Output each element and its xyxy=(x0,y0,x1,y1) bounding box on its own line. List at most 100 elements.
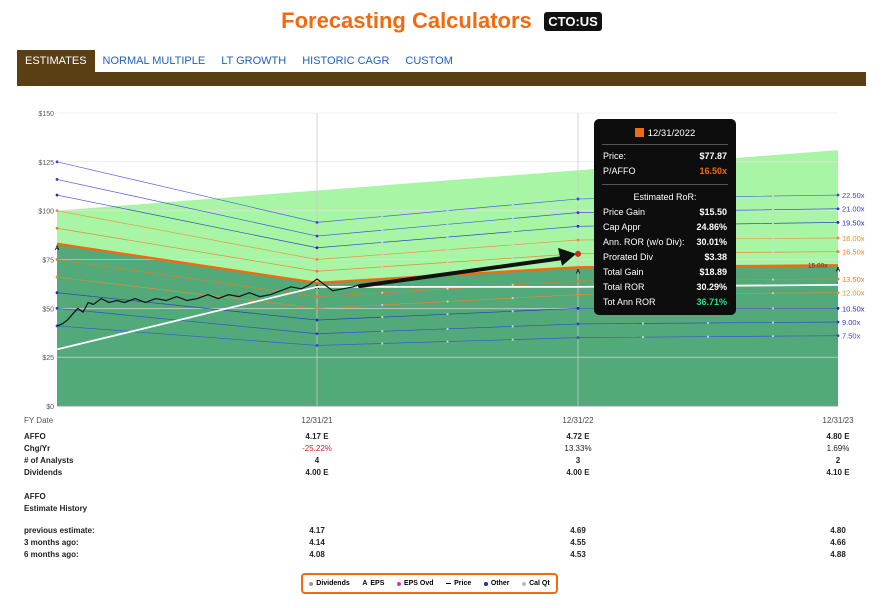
tab-estimates[interactable]: ESTIMATES xyxy=(17,50,95,72)
tab-normal-multiple[interactable]: NORMAL MULTIPLE xyxy=(102,55,206,67)
multiple-point xyxy=(315,234,319,238)
tooltip-row: Cap Appr 24.86% xyxy=(594,220,736,235)
tooltip-date: 12/31/2022 xyxy=(647,128,696,139)
page-title: Forecasting Calculators xyxy=(281,8,532,33)
tooltip-value: $77.87 xyxy=(699,151,727,161)
tooltip-row: Ann. ROR (w/o Div): 30.01% xyxy=(594,235,736,250)
tooltip-value: 16.50x xyxy=(699,166,727,176)
calendar-quarter-point xyxy=(511,217,514,220)
multiple-point xyxy=(836,277,840,281)
legend-item[interactable]: Other xyxy=(483,580,510,587)
y-tick-label: $150 xyxy=(38,111,54,118)
calendar-quarter-point xyxy=(771,208,775,211)
tooltip-row-price: Price: $77.87 xyxy=(594,149,736,164)
calendar-quarter-point xyxy=(446,248,449,251)
multiple-point xyxy=(836,193,840,197)
history-row-label: 3 months ago: xyxy=(24,538,79,547)
tab-custom[interactable]: CUSTOM xyxy=(405,55,453,67)
forecast-chart: $0 $25 $50 $75 $100 $125 $150 22.50x 21.00x 19.50… xyxy=(17,100,866,411)
y-tick-label: $25 xyxy=(42,355,54,362)
multiple-label: 12.00x xyxy=(842,289,865,298)
multiple-point xyxy=(55,193,59,197)
calendar-quarter-point xyxy=(771,222,775,225)
multiple-label: 7.50x xyxy=(842,332,861,341)
tooltip-row: Prorated Div $3.38 xyxy=(594,250,736,265)
legend-item[interactable]: Price xyxy=(446,580,471,587)
calendar-quarter-point xyxy=(381,253,384,256)
tab-lt-growth[interactable]: LT GROWTH xyxy=(221,55,287,67)
tab-bar: ESTIMATES NORMAL MULTIPLE LT GROWTH HIST… xyxy=(17,50,461,72)
history-cell: 4.53 xyxy=(570,550,586,559)
eps-marker: A xyxy=(576,269,581,275)
legend-item[interactable]: Dividends xyxy=(309,580,350,587)
price-line xyxy=(56,278,359,327)
history-cell: 4.55 xyxy=(570,538,586,547)
legend-label: Price xyxy=(454,580,472,587)
calendar-quarter-point xyxy=(446,235,449,239)
tooltip-label: Tot Ann ROR xyxy=(603,297,656,307)
history-row-label: 6 months ago: xyxy=(24,550,79,559)
calendar-quarter-point xyxy=(706,335,710,338)
calendar-quarter-point xyxy=(511,283,514,286)
calendar-quarter-point xyxy=(381,330,384,333)
multiple-point xyxy=(315,318,319,322)
y-tick-label: $50 xyxy=(42,306,54,313)
tooltip-value: 30.01% xyxy=(696,237,727,247)
multiple-point xyxy=(315,306,319,310)
multiple-point xyxy=(576,306,580,310)
calendar-quarter-point xyxy=(446,261,449,264)
table-cell: 1.69% xyxy=(826,444,850,453)
multiple-point xyxy=(55,275,59,279)
tooltip-value: 36.71% xyxy=(696,297,727,307)
legend-label: Dividends xyxy=(316,580,350,587)
calendar-quarter-point xyxy=(446,209,449,212)
calendar-quarter-point xyxy=(771,278,775,281)
multiple-point xyxy=(55,291,59,295)
history-title: AFFO xyxy=(24,492,46,501)
chart-legend: Dividends A EPS EPS Ovd Price Other Cal Qt xyxy=(301,573,558,594)
calendar-quarter-point xyxy=(771,335,775,338)
table-cell: 4.00 E xyxy=(305,468,329,477)
history-cell: 4.08 xyxy=(309,550,325,559)
table-cell: 4.00 E xyxy=(566,468,590,477)
multiple-point xyxy=(315,258,319,261)
table-row-label: AFFO xyxy=(24,432,46,441)
multiple-point xyxy=(836,220,840,224)
legend-item[interactable]: EPS Ovd xyxy=(396,580,434,587)
multiple-point xyxy=(315,344,319,347)
tooltip-value: 24.86% xyxy=(696,222,727,232)
normal-multiple-label: 15.00x xyxy=(808,262,828,269)
multiple-label: 10.50x xyxy=(842,304,865,313)
multiple-point xyxy=(576,238,580,242)
calendar-quarter-point xyxy=(446,300,449,303)
eps-marker: A xyxy=(55,246,60,252)
history-cell: 4.80 xyxy=(830,526,846,535)
tooltip-label: Total ROR xyxy=(603,282,645,292)
table-cell: 4.10 E xyxy=(826,468,850,477)
tooltip-label: Total Gain xyxy=(603,267,644,277)
tooltip-value: $15.50 xyxy=(699,207,727,217)
multiple-point xyxy=(576,336,580,340)
multiple-point xyxy=(55,209,59,213)
multiple-point xyxy=(55,306,59,310)
calendar-quarter-point xyxy=(771,194,775,198)
calendar-quarter-point xyxy=(511,296,514,300)
calendar-quarter-point xyxy=(381,316,384,319)
tooltip-row-pafo: P/AFFO 16.50x xyxy=(594,164,736,179)
eps-marker: A xyxy=(836,267,841,273)
tab-historic-cagr[interactable]: HISTORIC CAGR xyxy=(302,55,390,67)
tooltip-label: Prorated Div xyxy=(603,252,654,262)
tooltip-divider xyxy=(602,144,728,145)
multiple-point xyxy=(836,250,840,254)
legend-item[interactable]: A EPS xyxy=(362,580,384,587)
calendar-quarter-point xyxy=(771,307,775,310)
legend-item[interactable]: Cal Qt xyxy=(522,580,550,587)
legend-label: EPS xyxy=(370,580,385,587)
projection-target-point xyxy=(575,250,581,257)
ticker-badge: CTO:US xyxy=(544,11,602,31)
legend-label: Other xyxy=(490,580,510,587)
tooltip-label: P/AFFO xyxy=(603,166,636,176)
tooltip-subtitle: Estimated RoR: xyxy=(633,192,697,202)
multiple-label: 22.50x xyxy=(842,191,865,200)
history-cell: 4.66 xyxy=(830,538,846,547)
